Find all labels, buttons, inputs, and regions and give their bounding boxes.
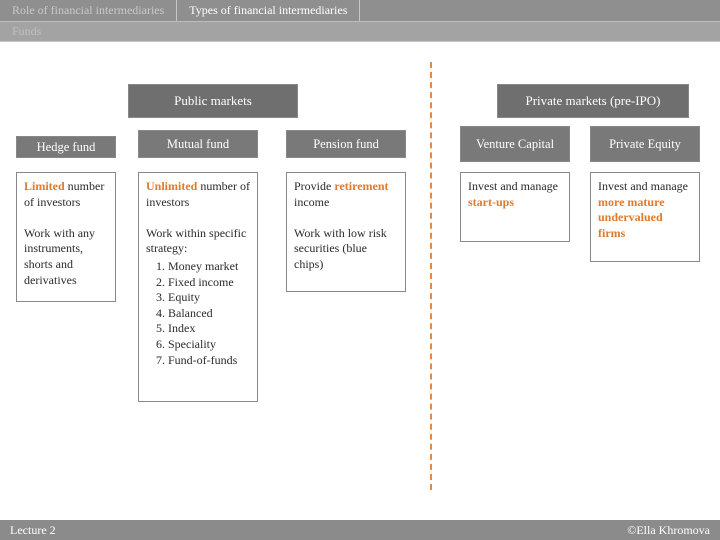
sub-bar: Funds: [0, 22, 720, 42]
vc-p1: Invest and manage: [468, 179, 558, 193]
hedge-hl: Limited: [24, 179, 65, 193]
fund-pension-label: Pension fund: [286, 130, 406, 158]
hedge-p2: Work with any instruments, shorts and de…: [24, 226, 95, 287]
pension-p1a: Provide: [294, 179, 334, 193]
tab-bar: Role of financial intermediaries Types o…: [0, 0, 720, 22]
pe-hl: more mature undervalued firms: [598, 195, 665, 240]
tab-types[interactable]: Types of financial intermediaries: [177, 0, 360, 21]
fund-mutual-label: Mutual fund: [138, 130, 258, 158]
group-private-markets: Private markets (pre-IPO): [497, 84, 689, 118]
strategy-item: Speciality: [168, 337, 250, 353]
fund-pe-label: Private Equity: [590, 126, 700, 162]
pension-p2: Work with low risk securities (blue chip…: [294, 226, 387, 271]
footer-bar: Lecture 2 ©Ella Khromova: [0, 520, 720, 540]
strategy-item: Index: [168, 321, 250, 337]
fund-pe-desc: Invest and manage more mature undervalue…: [590, 172, 700, 262]
footer-right: ©Ella Khromova: [627, 523, 710, 538]
mutual-strategy-list: Money market Fixed income Equity Balance…: [146, 259, 250, 368]
strategy-item: Fixed income: [168, 275, 250, 291]
fund-pension-desc: Provide retirement income Work with low …: [286, 172, 406, 292]
pe-p1: Invest and manage: [598, 179, 688, 193]
vc-hl: start-ups: [468, 195, 514, 209]
group-public-markets: Public markets: [128, 84, 298, 118]
pension-p1b: income: [294, 195, 329, 209]
pension-hl: retirement: [334, 179, 388, 193]
strategy-item: Balanced: [168, 306, 250, 322]
mutual-hl: Unlimited: [146, 179, 197, 193]
vertical-divider: [430, 62, 432, 490]
fund-vc-desc: Invest and manage start-ups: [460, 172, 570, 242]
fund-hedge-label: Hedge fund: [16, 136, 116, 158]
diagram-canvas: Public markets Private markets (pre-IPO)…: [0, 42, 720, 520]
tab-role[interactable]: Role of financial intermediaries: [0, 0, 177, 21]
strategy-item: Equity: [168, 290, 250, 306]
mutual-p2: Work within specific strategy:: [146, 226, 246, 256]
strategy-item: Fund-of-funds: [168, 353, 250, 369]
footer-left: Lecture 2: [10, 523, 56, 538]
strategy-item: Money market: [168, 259, 250, 275]
fund-vc-label: Venture Capital: [460, 126, 570, 162]
fund-hedge-desc: Limited number of investors Work with an…: [16, 172, 116, 302]
fund-mutual-desc: Unlimited number of investors Work withi…: [138, 172, 258, 402]
